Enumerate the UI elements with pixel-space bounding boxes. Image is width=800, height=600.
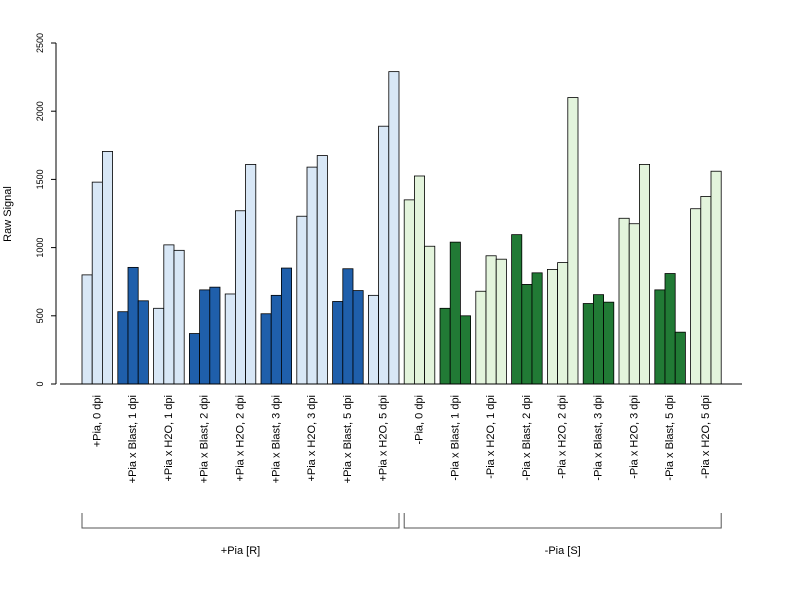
x-tick-label: -Pia, 0 dpi xyxy=(414,395,426,445)
x-tick-label: +Pia, 0 dpi xyxy=(91,395,103,447)
bar xyxy=(224,293,236,385)
bar xyxy=(153,307,165,385)
bar xyxy=(567,97,579,385)
x-tick-label: -Pia x Blast, 3 dpi xyxy=(593,395,605,481)
x-tick-label: +Pia x H2O, 1 dpi xyxy=(163,395,175,482)
bar xyxy=(475,290,487,385)
y-tick-label: 2500 xyxy=(35,33,45,53)
bar xyxy=(557,262,569,385)
bar xyxy=(117,311,129,385)
bar xyxy=(342,268,354,385)
bar xyxy=(654,289,666,385)
bar xyxy=(127,266,139,385)
x-tick-label: -Pia x H2O, 3 dpi xyxy=(628,395,640,479)
bar xyxy=(316,155,328,385)
bar xyxy=(531,272,543,385)
y-axis-label: Raw Signal xyxy=(2,186,14,242)
bars-layer xyxy=(81,71,722,385)
bar xyxy=(511,234,523,385)
x-tick-label: +Pia x H2O, 3 dpi xyxy=(306,395,318,482)
bar xyxy=(173,249,185,385)
bar xyxy=(280,267,292,385)
group-brackets: +Pia [R] -Pia [S] xyxy=(81,513,722,557)
group-bracket xyxy=(403,513,722,529)
bar xyxy=(306,166,318,385)
x-tick-label: -Pia x Blast, 1 dpi xyxy=(449,395,461,481)
bar xyxy=(459,315,471,385)
bar xyxy=(521,284,533,385)
bar xyxy=(209,286,221,385)
bar xyxy=(485,255,497,385)
y-tick-label: 1000 xyxy=(35,238,45,258)
x-tick-label: -Pia x H2O, 2 dpi xyxy=(557,395,569,479)
bar xyxy=(593,294,605,385)
bar xyxy=(332,301,344,385)
bar xyxy=(270,294,282,385)
bar xyxy=(439,307,451,385)
bar xyxy=(628,223,640,385)
bar xyxy=(91,181,103,385)
group-label: -Pia [S] xyxy=(545,545,581,557)
bar xyxy=(618,217,630,385)
y-tick-label: 2000 xyxy=(35,101,45,121)
bar xyxy=(603,301,615,385)
x-tick-label: -Pia x Blast, 5 dpi xyxy=(664,395,676,481)
bar xyxy=(664,273,676,385)
bar xyxy=(674,331,686,385)
bar xyxy=(700,196,712,385)
bar xyxy=(163,244,175,385)
bar xyxy=(495,258,507,385)
bar xyxy=(690,208,702,385)
y-axis: 0 500 1000 1500 2000 2500 xyxy=(35,33,57,387)
x-tick-label: +Pia x H2O, 2 dpi xyxy=(235,395,247,482)
bar xyxy=(710,170,722,385)
bar xyxy=(137,300,149,385)
bar xyxy=(102,151,114,385)
y-tick-label: 500 xyxy=(35,308,45,323)
bar xyxy=(367,294,379,385)
y-tick-label: 0 xyxy=(35,381,45,386)
bar xyxy=(403,199,415,385)
bar xyxy=(547,269,559,385)
x-tick-label: +Pia x Blast, 3 dpi xyxy=(270,395,282,483)
bar xyxy=(234,210,246,385)
group-bracket xyxy=(81,513,400,529)
x-tick-label: +Pia x Blast, 5 dpi xyxy=(342,395,354,483)
bar xyxy=(245,163,257,385)
x-tick-label: +Pia x H2O, 5 dpi xyxy=(378,395,390,482)
bar xyxy=(639,163,651,385)
bar xyxy=(582,303,594,385)
bar xyxy=(188,333,200,385)
x-tick-label: -Pia x H2O, 1 dpi xyxy=(485,395,497,479)
y-tick-label: 1500 xyxy=(35,169,45,189)
bar xyxy=(388,71,400,385)
bar xyxy=(352,290,364,385)
bar xyxy=(199,289,211,385)
x-tick-label: -Pia x Blast, 2 dpi xyxy=(521,395,533,481)
group-label: +Pia [R] xyxy=(221,545,260,557)
bar xyxy=(378,125,390,385)
bar xyxy=(413,175,425,385)
bar xyxy=(424,245,436,385)
bar xyxy=(449,241,461,385)
x-tick-labels: +Pia, 0 dpi +Pia x Blast, 1 dpi +Pia x H2O… xyxy=(91,395,712,483)
bar xyxy=(81,274,93,385)
x-tick-label: -Pia x H2O, 5 dpi xyxy=(700,395,712,479)
x-tick-label: +Pia x Blast, 2 dpi xyxy=(199,395,211,483)
x-tick-label: +Pia x Blast, 1 dpi xyxy=(127,395,139,483)
bar xyxy=(296,215,308,385)
bar xyxy=(260,313,272,385)
